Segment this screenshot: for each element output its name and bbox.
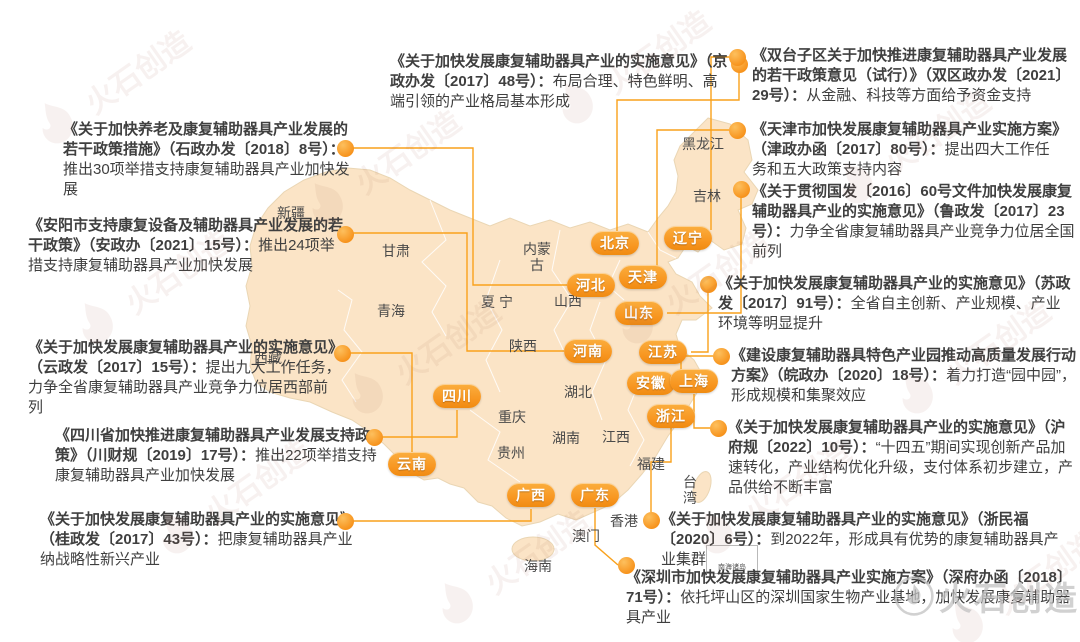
province-badge-anhui: 安徽 <box>627 371 675 395</box>
callout-bullet-yunnan <box>334 345 351 362</box>
province-label-fujian: 福建 <box>637 455 665 472</box>
policy-callout-tianjin: 《天津市加快发展康复辅助器具产业实施方案》（津政办函〔2017〕80号）：提出四… <box>752 120 1064 180</box>
province-label-neimenggu: 内蒙 古 <box>523 240 551 273</box>
callout-bullet-anhui <box>713 348 730 365</box>
province-badge-hebei: 河北 <box>567 273 615 297</box>
province-label-shanxi: 山西 <box>554 292 582 309</box>
province-badge-beijing: 北京 <box>591 231 639 255</box>
china-outline <box>245 117 759 527</box>
province-label-hubei: 湖北 <box>564 383 592 400</box>
policy-desc: 提出九大工作任务，力争全省康复辅助器具产业竞争力位居西部前列 <box>28 359 341 417</box>
inset-label: 南海诸岛 <box>718 563 746 571</box>
policy-desc: 提出四大工作任务和五大政策支持内容 <box>752 141 1050 179</box>
policy-desc: 力争全省康复辅助器具产业竞争力位居全国前列 <box>752 223 1075 261</box>
policy-callout-beijing: 《关于加快发展康复辅助器具产业的实施意见》（京政办发〔2017〕48号）：布局合… <box>390 52 730 112</box>
policy-callout-shuangtaizi: 《双台子区关于加快推进康复辅助器具产业发展的若干政策意见（试行）》（双区政办发〔… <box>752 46 1076 106</box>
province-label-ningxia: 夏 宁 <box>481 293 513 310</box>
province-badge-jiangsu: 江苏 <box>639 340 687 364</box>
policy-title: 《关于加快发展康复辅助器具产业的实施意见》（京政办发〔2017〕48号）： <box>390 53 728 91</box>
hainan-island <box>511 536 555 562</box>
policy-desc: 推出30项举措支持康复辅助器具产业加快发展 <box>63 161 350 199</box>
province-label-hainan: 海南 <box>524 557 552 574</box>
policy-title: 《关于加快养老及康复辅助器具产业发展的若干政策措施》（石政办发〔2018〕8号）… <box>63 121 349 159</box>
province-label-guizhou: 贵州 <box>497 444 525 461</box>
province-label-taiwan: 台 湾 <box>683 473 697 506</box>
callout-bullet-shenzhen <box>618 557 635 574</box>
province-badge-zhejiang: 浙江 <box>647 404 695 428</box>
policy-title: 《关于加快发展康复辅助器具产业的实施意见》（浙民福〔2020〕6号）： <box>661 511 1029 549</box>
policy-callout-shenzhen: 《深圳市加快发展康复辅助器具产业实施方案》（深府办函〔2018〕71号）：依托坪… <box>626 568 1076 628</box>
callout-bullet-tianjin <box>729 122 746 139</box>
policy-desc: 把康复辅助器具产业纳战略性新兴产业 <box>40 531 353 569</box>
province-label-qinghai: 青海 <box>377 302 405 319</box>
province-label-xizang: 西藏 <box>254 349 282 366</box>
policy-title: 《深圳市加快发展康复辅助器具产业实施方案》（深府办函〔2018〕71号）： <box>626 569 1072 607</box>
callout-bullet-shuangtaizi <box>729 49 746 66</box>
province-badge-yunnan: 云南 <box>388 452 436 476</box>
policy-desc: 着力打造“园中园”，形成规模和集聚效应 <box>731 367 1077 405</box>
policy-title: 《关于加快发展康复辅助器具产业的实施意见》（苏政发〔2017〕91号）： <box>718 275 1071 313</box>
policy-title: 《双台子区关于加快推进康复辅助器具产业发展的若干政策意见（试行）》（双区政办发〔… <box>752 47 1071 105</box>
callout-connectors <box>343 56 742 566</box>
policy-desc: “十四五”期间实现创新产品加速转化，产业结构优化升级，支付体系初步建立，产品供给… <box>728 439 1074 497</box>
province-label-jiangxi: 江西 <box>602 428 630 445</box>
south-china-sea-inset: 南海诸岛 <box>706 545 758 574</box>
province-badge-shandong: 山东 <box>615 301 663 325</box>
policy-desc: 推出24项举措支持康复辅助器具产业加快发展 <box>28 237 335 275</box>
province-label-xinjiang: 新疆 <box>277 204 305 221</box>
policy-title: 《四川省加快推进康复辅助器具产业发展支持政策》（川财规〔2019〕17号）： <box>55 427 371 465</box>
policy-title: 《关于加快发展康复辅助器具产业的实施意见》（沪府规〔2022〕10号）： <box>728 419 1066 457</box>
policy-desc: 从金融、科技等方面给予资金支持 <box>806 87 1032 105</box>
policy-callout-shijiazhuang: 《关于加快养老及康复辅助器具产业发展的若干政策措施》（石政办发〔2018〕8号）… <box>63 120 355 200</box>
policy-desc: 布局合理、特色鲜明、高端引领的产业格局基本形成 <box>390 73 718 111</box>
policy-desc: 依托坪山区的深圳国家生物产业基地，加快发展康复辅助器具产业 <box>626 589 1071 627</box>
callout-bullet-shanghai <box>710 420 727 437</box>
policy-callout-anyang: 《安阳市支持康复设备及辅助器具产业发展的若干政策》（安政办〔2021〕15号）：… <box>28 216 348 276</box>
province-badge-tianjin: 天津 <box>619 265 667 289</box>
policy-title: 《关于加快发展康复辅助器具产业的实施意见》（云政发〔2017〕15号）： <box>28 339 336 377</box>
callout-bullet-shandong <box>733 181 750 198</box>
callout-bullet-shijiazhuang <box>337 140 354 157</box>
policy-title: 《关于贯彻国发〔2016〕60号文件加快发展康复辅助器具产业的实施意见》（鲁政发… <box>752 183 1073 241</box>
policy-callout-sichuan: 《四川省加快推进康复辅助器具产业发展支持政策》（川财规〔2019〕17号）：推出… <box>55 426 377 486</box>
policy-callout-anhui: 《建设康复辅助器具特色产业园推动高质量发展行动方案》（皖政办〔2020〕18号）… <box>731 346 1077 406</box>
province-badge-guangxi: 广西 <box>507 483 555 507</box>
callout-bullet-sichuan <box>366 429 383 446</box>
policy-callout-guangxi: 《关于加快发展康复辅助器具产业的实施意见》（桂政发〔2017〕43号）：把康复辅… <box>40 510 354 570</box>
policy-title: 《建设康复辅助器具特色产业园推动高质量发展行动方案》（皖政办〔2020〕18号）… <box>731 347 1077 385</box>
policy-callout-zhejiang: 《关于加快发展康复辅助器具产业的实施意见》（浙民福〔2020〕6号）：到2022… <box>661 510 1073 570</box>
province-badge-sichuan: 四川 <box>433 384 481 408</box>
province-badge-shanghai: 上海 <box>670 369 718 393</box>
province-label-chongqing: 重庆 <box>498 408 526 425</box>
province-label-gansu: 甘肃 <box>382 242 410 259</box>
province-label-heilongjiang: 黑龙江 <box>682 135 724 152</box>
callout-bullet-jiangsu <box>700 276 717 293</box>
policy-desc: 全省自主创新、产业规模、产业环境等明显提升 <box>718 295 1061 333</box>
callout-bullet-guangxi <box>337 513 354 530</box>
province-label-macau: 澳门 <box>572 527 600 544</box>
province-badge-henan: 河南 <box>564 339 612 363</box>
policy-callout-shanghai: 《关于加快发展康复辅助器具产业的实施意见》（沪府规〔2022〕10号）：“十四五… <box>728 418 1078 498</box>
callout-bullet-anyang <box>337 226 354 243</box>
callout-bullet-zhejiang <box>643 512 660 529</box>
policy-callout-shandong: 《关于贯彻国发〔2016〕60号文件加快发展康复辅助器具产业的实施意见》（鲁政发… <box>752 182 1078 262</box>
policy-desc: 推出22项举措支持康复辅助器具产业加快发展 <box>55 447 377 485</box>
province-label-jilin: 吉林 <box>693 187 721 204</box>
province-label-shaanxi: 陕西 <box>509 337 537 354</box>
policy-title: 《天津市加快发展康复辅助器具产业实施方案》（津政办函〔2017〕80号）： <box>752 121 1060 159</box>
policy-callout-yunnan: 《关于加快发展康复辅助器具产业的实施意见》（云政发〔2017〕15号）：提出九大… <box>28 338 342 418</box>
taiwan-island <box>692 471 712 503</box>
province-label-hunan: 湖南 <box>552 429 580 446</box>
policy-desc: 到2022年，形成具有优势的康复辅助器具产业集群 <box>661 531 1059 569</box>
province-badge-guangdong: 广东 <box>571 483 619 507</box>
policy-title: 《安阳市支持康复设备及辅助器具产业发展的若干政策》（安政办〔2021〕15号）： <box>28 217 344 255</box>
policy-callout-jiangsu: 《关于加快发展康复辅助器具产业的实施意见》（苏政发〔2017〕91号）：全省自主… <box>718 274 1074 334</box>
province-badge-liaoning: 辽宁 <box>664 226 712 250</box>
province-label-hongkong: 香港 <box>610 512 638 529</box>
policy-title: 《关于加快发展康复辅助器具产业的实施意见》（桂政发〔2017〕43号）： <box>40 511 348 549</box>
